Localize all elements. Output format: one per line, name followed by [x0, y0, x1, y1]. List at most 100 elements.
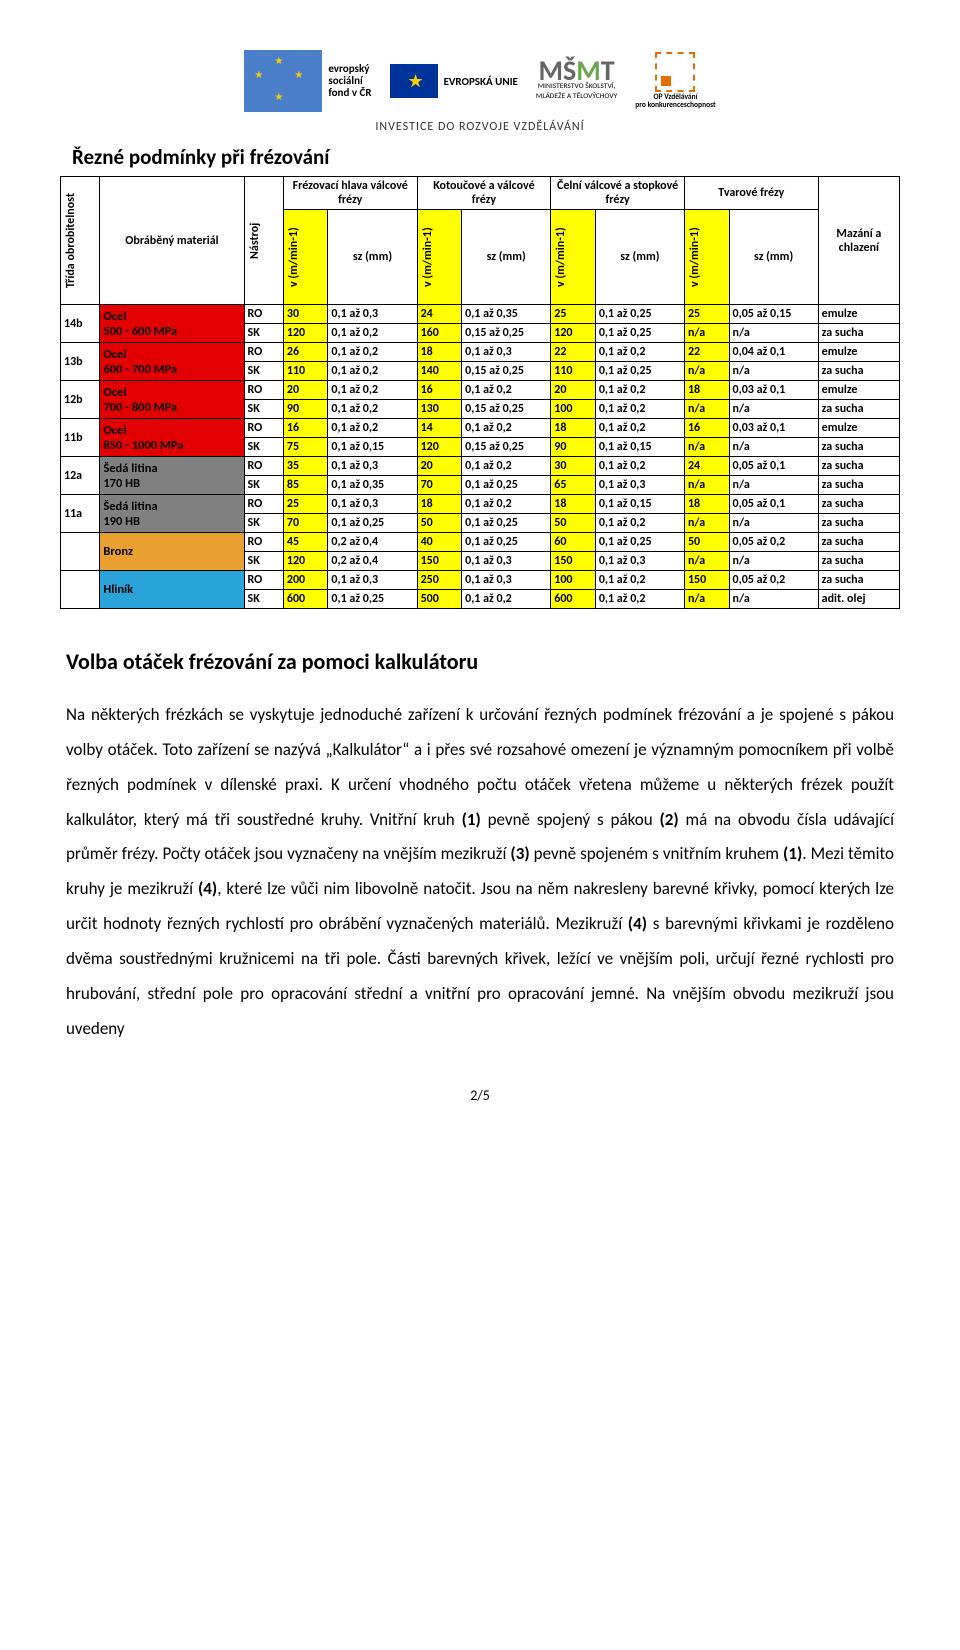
- v-cell: 50: [684, 533, 729, 552]
- v-cell: 30: [551, 457, 596, 476]
- nastroj-cell: SK: [244, 514, 283, 533]
- v-cell: 90: [283, 400, 328, 419]
- article: Volba otáček frézování za pomoci kalkulá…: [66, 639, 894, 1047]
- msmt-logo: MŠMT MINISTERSTVO ŠKOLSTVÍ, MLÁDEŽE A TĚ…: [536, 61, 617, 101]
- v-cell: 600: [283, 590, 328, 609]
- page-number: 2/5: [60, 1087, 900, 1104]
- sz-cell: 0,1 až 0,3: [595, 476, 684, 495]
- sz-cell: 0,1 až 0,15: [595, 495, 684, 514]
- v-cell: n/a: [684, 590, 729, 609]
- esf-logo: ★ ★ ★ ★ evropský sociální fond v ČR: [244, 50, 371, 112]
- sz-cell: 0,1 až 0,2: [595, 590, 684, 609]
- sz-cell: 0,1 až 0,2: [595, 571, 684, 590]
- sz-cell: 0,2 až 0,4: [328, 533, 417, 552]
- v-cell: 35: [283, 457, 328, 476]
- material-cell: Ocel850 - 1000 MPa: [100, 419, 244, 457]
- v-cell: 110: [283, 362, 328, 381]
- trida-cell: 12b: [61, 381, 100, 419]
- sz-cell: 0,1 až 0,3: [328, 305, 417, 324]
- mazani-cell: emulze: [818, 381, 899, 400]
- article-title: Volba otáček frézování za pomoci kalkulá…: [66, 639, 894, 684]
- sz-cell: 0,1 až 0,35: [462, 305, 551, 324]
- eu-label: EVROPSKÁ UNIE: [444, 75, 518, 88]
- material-cell: Šedá litina170 HB: [100, 457, 244, 495]
- sz-cell: n/a: [729, 476, 818, 495]
- v-cell: 70: [283, 514, 328, 533]
- sz-cell: 0,1 až 0,25: [595, 362, 684, 381]
- v-cell: 110: [551, 362, 596, 381]
- sz-cell: 0,1 až 0,2: [595, 514, 684, 533]
- v-cell: n/a: [684, 476, 729, 495]
- material-cell: Ocel700 - 800 MPa: [100, 381, 244, 419]
- sz-cell: 0,1 až 0,2: [328, 381, 417, 400]
- msmt-line1: MINISTERSTVO ŠKOLSTVÍ,: [536, 83, 617, 91]
- trida-cell: [61, 571, 100, 609]
- nastroj-cell: SK: [244, 476, 283, 495]
- header-group-1: Kotoučové a válcové frézy: [417, 177, 551, 210]
- sz-cell: 0,1 až 0,25: [462, 514, 551, 533]
- v-cell: 14: [417, 419, 462, 438]
- sz-cell: 0,1 až 0,35: [328, 476, 417, 495]
- sz-cell: 0,1 až 0,2: [328, 343, 417, 362]
- v-cell: 16: [283, 419, 328, 438]
- v-cell: 75: [283, 438, 328, 457]
- v-cell: 45: [283, 533, 328, 552]
- v-cell: 20: [417, 457, 462, 476]
- trida-cell: [61, 533, 100, 571]
- trida-cell: 11a: [61, 495, 100, 533]
- sz-cell: n/a: [729, 514, 818, 533]
- v-cell: 140: [417, 362, 462, 381]
- v-cell: 50: [417, 514, 462, 533]
- mazani-cell: adit. olej: [818, 590, 899, 609]
- header-group-2: Čelní válcové a stopkové frézy: [551, 177, 685, 210]
- v-cell: 30: [283, 305, 328, 324]
- header-v: v (m/min-1): [283, 210, 328, 305]
- v-cell: n/a: [684, 400, 729, 419]
- sz-cell: 0,15 až 0,25: [462, 362, 551, 381]
- sz-cell: 0,1 až 0,2: [462, 495, 551, 514]
- nastroj-cell: SK: [244, 362, 283, 381]
- v-cell: 25: [283, 495, 328, 514]
- sz-cell: 0,1 až 0,3: [595, 552, 684, 571]
- header-mazani: Mazání a chlazení: [818, 177, 899, 305]
- v-cell: 120: [551, 324, 596, 343]
- header-sz: sz (mm): [328, 210, 417, 305]
- v-cell: n/a: [684, 438, 729, 457]
- v-cell: 24: [684, 457, 729, 476]
- sz-cell: 0,1 až 0,2: [328, 362, 417, 381]
- sz-cell: 0,05 až 0,15: [729, 305, 818, 324]
- sz-cell: 0,05 až 0,1: [729, 495, 818, 514]
- sz-cell: 0,1 až 0,3: [462, 343, 551, 362]
- sz-cell: n/a: [729, 362, 818, 381]
- mazani-cell: emulze: [818, 419, 899, 438]
- v-cell: 18: [551, 419, 596, 438]
- nastroj-cell: SK: [244, 590, 283, 609]
- v-cell: n/a: [684, 552, 729, 571]
- nastroj-cell: RO: [244, 495, 283, 514]
- header-nastroj: Nástroj: [248, 196, 262, 286]
- material-cell: Ocel600 - 700 MPa: [100, 343, 244, 381]
- nastroj-cell: SK: [244, 324, 283, 343]
- sz-cell: 0,1 až 0,2: [328, 419, 417, 438]
- v-cell: 16: [417, 381, 462, 400]
- nastroj-cell: RO: [244, 457, 283, 476]
- sz-cell: n/a: [729, 590, 818, 609]
- nastroj-cell: SK: [244, 438, 283, 457]
- nastroj-cell: RO: [244, 343, 283, 362]
- header-v: v (m/min-1): [417, 210, 462, 305]
- sz-cell: 0,1 až 0,3: [328, 457, 417, 476]
- v-cell: 120: [283, 324, 328, 343]
- header-sz: sz (mm): [595, 210, 684, 305]
- sz-cell: 0,1 až 0,2: [595, 457, 684, 476]
- sz-cell: 0,1 až 0,2: [328, 324, 417, 343]
- msmt-line2: MLÁDEŽE A TĚLOVÝCHOVY: [536, 93, 617, 101]
- v-cell: 250: [417, 571, 462, 590]
- v-cell: 100: [551, 571, 596, 590]
- v-cell: 40: [417, 533, 462, 552]
- sz-cell: n/a: [729, 552, 818, 571]
- header-sz: sz (mm): [729, 210, 818, 305]
- mazani-cell: za sucha: [818, 324, 899, 343]
- v-cell: 120: [417, 438, 462, 457]
- sz-cell: 0,05 až 0,1: [729, 457, 818, 476]
- sz-cell: 0,1 až 0,2: [462, 419, 551, 438]
